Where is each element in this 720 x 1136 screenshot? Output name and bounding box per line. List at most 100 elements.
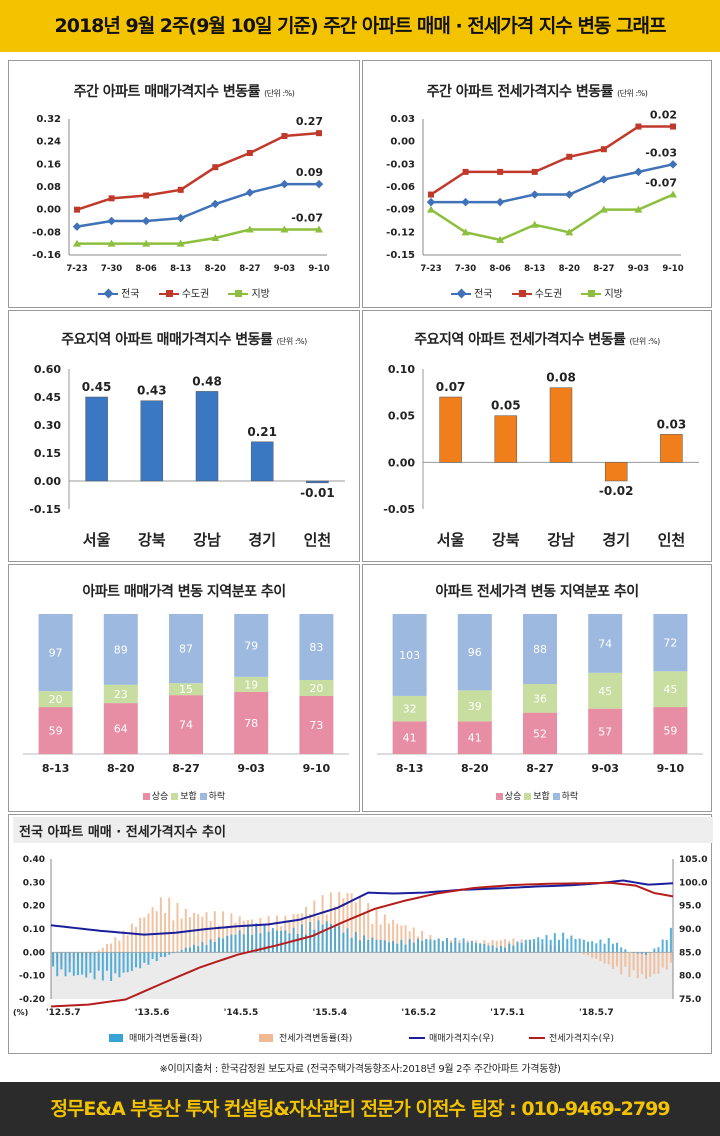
stack-segment — [588, 614, 623, 673]
y-right-tick-label: 85.0 — [679, 948, 701, 958]
rate-bar — [392, 919, 395, 953]
y-right-tick-label: 90.0 — [679, 925, 701, 935]
series-line — [76, 182, 319, 228]
data-point — [176, 239, 185, 247]
stack-segment — [457, 614, 492, 691]
rate-bar — [172, 920, 175, 953]
x-prefix-label: (%) — [13, 1008, 28, 1017]
data-point — [634, 167, 643, 177]
stack-segment — [234, 614, 269, 677]
rate-bar — [462, 938, 465, 953]
rate-bar — [246, 926, 249, 953]
data-label: -0.07 — [645, 177, 677, 190]
rate-bar — [135, 926, 138, 953]
stack-segment — [103, 614, 138, 685]
rate-bar — [168, 952, 171, 955]
rate-bar — [379, 924, 382, 953]
rate-bar — [371, 937, 374, 953]
stack-segment — [457, 690, 492, 722]
rate-bar — [537, 937, 540, 953]
rate-bar — [346, 893, 349, 953]
segment-label: 59 — [49, 725, 63, 738]
x-tick-label: 9-03 — [237, 762, 265, 775]
rate-bar — [105, 952, 108, 971]
rate-bar — [350, 893, 353, 953]
rate-bar — [110, 952, 113, 981]
jeonse-change-line-panel: 주간 아파트 전세가격지수 변동률 (단위 :%) 0.03 0.00 -0.03 -0… — [362, 60, 712, 308]
data-point — [108, 195, 115, 202]
rate-bar — [665, 952, 668, 970]
data-point — [461, 197, 470, 207]
rate-bar — [180, 949, 183, 953]
legend-swatch — [259, 1034, 273, 1042]
rate-bar — [230, 934, 233, 953]
data-point — [74, 206, 80, 213]
rate-bar — [665, 939, 668, 953]
rate-bar — [213, 941, 216, 953]
rate-bar — [147, 952, 150, 965]
rate-bar — [591, 941, 594, 953]
rate-bar — [122, 930, 125, 953]
x-tick-label: 8-13 — [42, 762, 70, 775]
bar — [250, 441, 274, 482]
rate-bar — [669, 952, 672, 963]
legend-rise: 상승 — [495, 792, 521, 802]
jeonse-change-title: 주간 아파트 전세가격지수 변동률 — [426, 84, 614, 100]
stack-segment — [169, 614, 203, 684]
legend-rise: 상승 — [142, 792, 168, 802]
rate-bar — [188, 917, 191, 953]
data-label: 0.45 — [82, 380, 112, 394]
rate-bar — [97, 950, 100, 953]
x-tick-label: '13.5.6 — [135, 1008, 170, 1018]
legend-label: 전세가격지수(우) — [549, 1032, 614, 1044]
data-label: -0.01 — [300, 486, 335, 500]
rate-bar — [155, 952, 158, 962]
legend-flat: 보합 — [171, 792, 197, 802]
rate-bar — [387, 942, 390, 953]
y-left-tick-label: 0.20 — [23, 902, 45, 912]
data-point — [280, 179, 289, 189]
data-point — [143, 192, 150, 199]
rate-bar — [259, 933, 262, 953]
rate-bar — [620, 947, 623, 953]
rate-bar — [110, 943, 113, 953]
rate-bar — [645, 952, 648, 955]
rate-bar — [296, 914, 299, 953]
jeonse-distribution-stacked-chart: 41 32 103 8-13 41 39 96 8-20 52 36 88 8-27 57 45 74 9-0… — [377, 614, 703, 775]
x-tick-label: 7-30 — [455, 264, 476, 274]
rate-bar — [176, 902, 179, 953]
y-tick-label: 0.60 — [34, 363, 61, 376]
y-left-tick-label: -0.20 — [19, 995, 45, 1005]
bar — [439, 396, 462, 463]
rate-bar — [126, 952, 129, 973]
rate-bar — [222, 938, 225, 953]
segment-label: 87 — [179, 643, 193, 656]
legend-fall: 하락 — [552, 792, 578, 802]
segment-label: 96 — [468, 646, 482, 659]
segment-label: 41 — [468, 732, 482, 745]
bar — [306, 480, 329, 484]
rate-bar — [275, 930, 278, 953]
rate-bar — [72, 952, 75, 976]
rate-bar — [396, 943, 399, 953]
y-left-tick-label: 0.00 — [23, 948, 45, 958]
jeonse-region-bar-panel: 주요지역 아파트 전세가격지수 변동률 (단위 :%) 0.10 0.05 0.00 -… — [362, 310, 712, 562]
rate-bar — [188, 947, 191, 953]
x-tick-label: 9-10 — [657, 762, 685, 775]
segment-label: 88 — [533, 643, 547, 656]
rate-bar — [454, 937, 457, 953]
rate-bar — [130, 952, 133, 971]
y-tick-label: -0.09 — [386, 205, 415, 216]
segment-label: 41 — [403, 732, 417, 745]
data-label: 0.07 — [436, 380, 466, 394]
rate-bar — [118, 940, 121, 953]
sales-change-legend: 전국 수도권 지방 — [9, 285, 359, 300]
rate-bar — [512, 945, 515, 953]
rate-bar — [379, 939, 382, 953]
data-point — [107, 216, 116, 226]
series-line — [77, 228, 319, 245]
x-tick-label: 9-03 — [274, 264, 295, 274]
rate-bar — [416, 938, 419, 953]
rate-bar — [421, 940, 424, 953]
sales-change-title-row: 주간 아파트 매매가격지수 변동률 (단위 :%) — [9, 81, 359, 101]
